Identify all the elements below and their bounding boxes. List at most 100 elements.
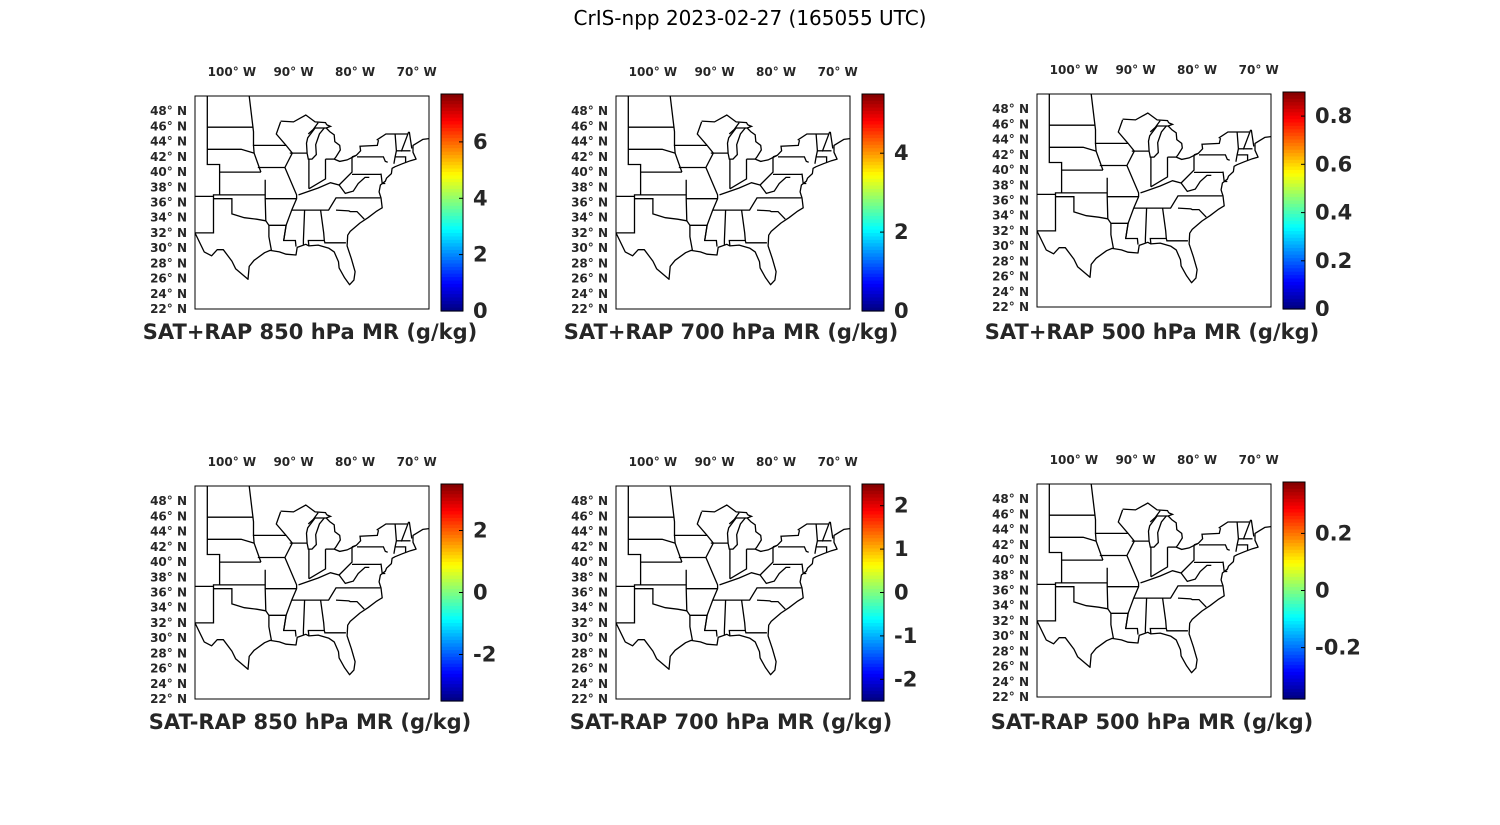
lon-tick-label: 70° W (1239, 453, 1279, 467)
state-border (1165, 238, 1188, 242)
lat-tick-label: 48° N (571, 104, 608, 118)
state-border (1218, 521, 1250, 529)
lake-shore (1147, 515, 1167, 542)
lat-tick-label: 28° N (571, 646, 608, 660)
lat-tick-label: 40° N (150, 165, 187, 179)
lat-tick-label: 22° N (571, 302, 608, 316)
lon-tick-label: 90° W (1115, 453, 1155, 467)
state-border (759, 566, 791, 585)
lon-tick-label: 100° W (629, 65, 677, 79)
lake-shore (1122, 112, 1170, 124)
state-border (778, 546, 809, 553)
lat-tick-label: 24° N (150, 287, 187, 301)
map-frame (615, 95, 851, 310)
colorbar-frame (1282, 91, 1306, 310)
colorbar-tick-label: 0 (894, 581, 909, 605)
state-border (685, 569, 694, 641)
lake-shore (746, 517, 762, 550)
lon-tick-label: 100° W (208, 455, 256, 469)
state-border (380, 563, 386, 575)
lat-tick-label: 26° N (150, 662, 187, 676)
state-border (829, 521, 834, 539)
lake-shore (325, 517, 341, 550)
lat-tick-label: 28° N (992, 644, 1029, 658)
state-border (302, 600, 306, 636)
lat-tick-label: 46° N (992, 507, 1029, 521)
state-border (338, 566, 370, 585)
lat-tick-label: 24° N (571, 287, 608, 301)
map-panel-sat-plus-rap-500: 100° W 90° W 80° W 70° W 48° N 46° N 44° N 42° … (967, 56, 1352, 356)
colorbar-tick-label: -2 (473, 643, 495, 667)
state-border (376, 523, 408, 531)
map-frame (1036, 93, 1272, 308)
lat-tick-label: 44° N (571, 525, 608, 539)
lon-tick-label: 70° W (1239, 63, 1279, 77)
state-border (1125, 555, 1140, 629)
lake-shore (746, 127, 762, 160)
lat-tick-label: 28° N (571, 256, 608, 270)
lat-tick-label: 22° N (992, 300, 1029, 314)
lat-tick-label: 40° N (571, 165, 608, 179)
lat-tick-label: 26° N (150, 272, 187, 286)
state-border (298, 546, 353, 586)
colorbar: -2 0 2 (440, 483, 496, 702)
lat-tick-label: 42° N (571, 540, 608, 554)
lat-tick-label: 38° N (571, 180, 608, 194)
state-border (291, 197, 381, 211)
lon-tick-label: 80° W (335, 65, 375, 79)
lat-tick-label: 22° N (992, 690, 1029, 704)
lon-tick-label: 100° W (1050, 63, 1098, 77)
lat-tick-label: 24° N (992, 285, 1029, 299)
state-border (307, 600, 326, 636)
colorbar: 0 0.2 0.4 0.6 0.8 (1282, 91, 1352, 321)
lake-shore (1148, 512, 1175, 548)
lat-tick-label: 34° N (150, 211, 187, 225)
lon-tick-label: 70° W (397, 455, 437, 469)
lat-tick-label: 48° N (992, 492, 1029, 506)
map-axes: 100° W 90° W 80° W 70° W 48° N46° N 44° N42° … (150, 455, 496, 706)
colorbar: -2 -1 0 1 2 (861, 483, 917, 702)
state-border (1150, 157, 1169, 188)
panel-title: SAT-RAP 700 hPa MR (g/kg) (569, 710, 893, 734)
lake-shore (1147, 125, 1167, 152)
state-border (395, 546, 407, 553)
lat-tick-label: 44° N (992, 133, 1029, 147)
map-frame (194, 95, 430, 310)
lat-tick-label: 42° N (571, 150, 608, 164)
lat-tick-label: 36° N (992, 194, 1029, 208)
colorbar-tick-label: -0.2 (1315, 636, 1361, 660)
lat-tick-label: 40° N (992, 163, 1029, 177)
lat-tick-label: 34° N (571, 601, 608, 615)
state-border (308, 159, 327, 190)
lat-tick-label: 34° N (571, 211, 608, 225)
lake-shore (1149, 120, 1161, 133)
lat-tick-label: 44° N (992, 523, 1029, 537)
state-border (307, 210, 326, 246)
state-border (1177, 597, 1207, 608)
state-border (338, 176, 370, 195)
lake-shore (1149, 510, 1161, 523)
state-border (1144, 208, 1148, 244)
lake-shore (280, 504, 328, 516)
state-border (778, 156, 809, 163)
state-border (1144, 598, 1148, 634)
colorbar-tick-label: 1 (894, 537, 909, 561)
state-border (1235, 131, 1240, 162)
colorbar-tick-label: -2 (894, 667, 916, 691)
lat-tick-label: 46° N (571, 509, 608, 523)
lat-tick-label: 22° N (571, 692, 608, 706)
state-border (1250, 129, 1255, 147)
lat-tick-label: 46° N (992, 117, 1029, 131)
colorbar: 0 2 4 (861, 93, 909, 323)
state-border (283, 557, 298, 631)
state-border (291, 587, 381, 601)
lake-shore (727, 124, 754, 160)
lat-tick-label: 22° N (150, 692, 187, 706)
lake-shore (728, 122, 740, 135)
lon-tick-label: 100° W (629, 455, 677, 469)
state-outlines (1037, 484, 1271, 674)
lat-tick-label: 28° N (150, 256, 187, 270)
state-border (213, 588, 266, 612)
lake-shore (1167, 125, 1183, 158)
state-border (1237, 544, 1249, 551)
